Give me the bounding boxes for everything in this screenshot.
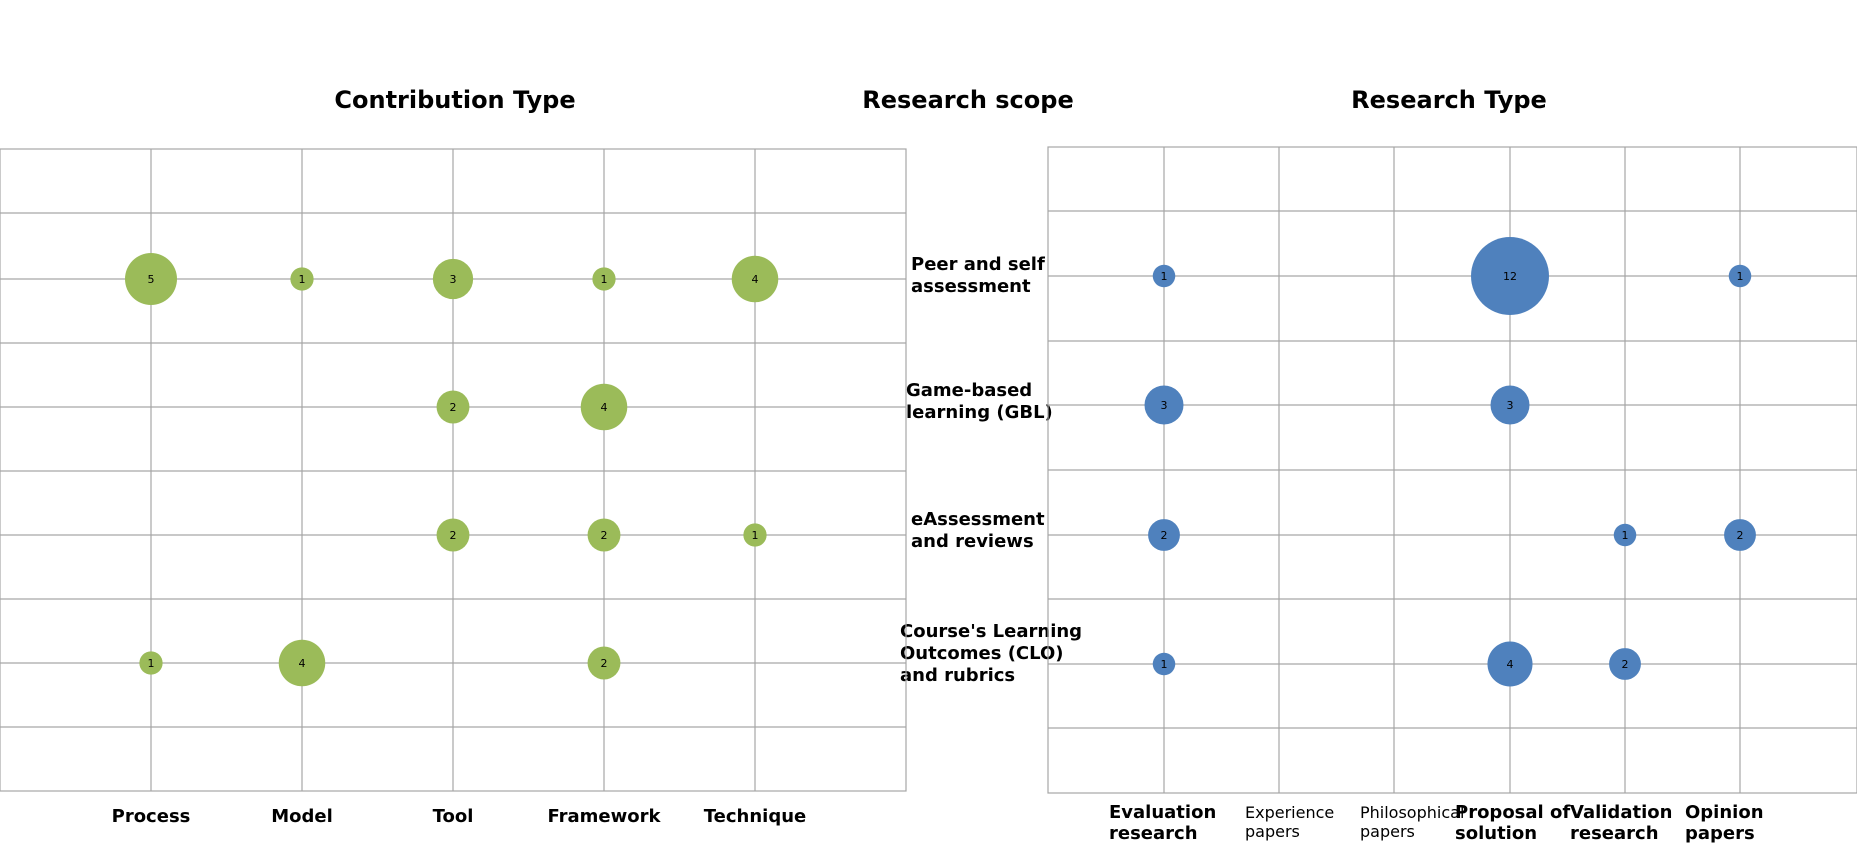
bubble: [1471, 237, 1549, 315]
contribution-type-panel: Contribution Type Process Model Tool Framewo…: [0, 86, 907, 827]
bubble-value-label: 5: [148, 273, 155, 286]
row-label: assessment: [911, 276, 1031, 297]
bubble-value-label: 1: [148, 657, 155, 670]
bubble-value-label: 3: [450, 273, 457, 286]
bubble-value-label: 2: [601, 657, 608, 670]
bubble-value-label: 2: [1737, 529, 1744, 542]
row-label: Outcomes (CLO): [900, 643, 1064, 664]
bubble: [592, 267, 616, 291]
bubble-value-label: 3: [1507, 399, 1514, 412]
bubble: [580, 383, 628, 431]
bubble-value-label: 1: [1622, 529, 1629, 542]
bubble: [1148, 519, 1180, 551]
category-label: Tool: [433, 806, 474, 827]
bubble: [587, 646, 621, 680]
category-label: Experience: [1245, 803, 1334, 822]
bubble: [1152, 652, 1176, 676]
bubble-value-label: 4: [601, 401, 608, 414]
row-label: eAssessment: [911, 509, 1045, 530]
bubble: [1490, 385, 1530, 425]
bubble: [436, 390, 470, 424]
bubble-value-label: 2: [1622, 658, 1629, 671]
bubble-value-label: 4: [1507, 658, 1514, 671]
bubble-value-label: 4: [299, 657, 306, 670]
bubble: [587, 518, 621, 552]
bubble-value-label: 1: [1737, 270, 1744, 283]
bubble-value-label: 2: [1161, 529, 1168, 542]
bubble: [731, 255, 779, 303]
bubble: [139, 651, 163, 675]
bubble: [125, 253, 177, 305]
bubble: [432, 258, 474, 300]
bubble-value-label: 2: [601, 529, 608, 542]
panel-title: Research Type: [1351, 86, 1547, 114]
category-label: Technique: [704, 806, 806, 827]
bubble: [743, 523, 767, 547]
bubble: [1724, 519, 1756, 551]
bubble-value-label: 1: [752, 529, 759, 542]
bubble-value-label: 1: [1161, 270, 1168, 283]
category-label: Opinion: [1685, 802, 1764, 823]
category-label: papers: [1685, 823, 1755, 844]
category-label: Evaluation: [1109, 802, 1216, 823]
research-scope-title: Research scope: [862, 86, 1073, 114]
category-label: Philosophical: [1360, 803, 1464, 822]
row-label: and rubrics: [900, 665, 1015, 686]
bubble: [1609, 648, 1641, 680]
panel-title: Contribution Type: [334, 86, 575, 114]
bubble-value-label: 2: [450, 401, 457, 414]
category-label: papers: [1245, 822, 1300, 841]
bubble: [290, 267, 314, 291]
category-label: Framework: [548, 806, 662, 827]
bubble-value-label: 4: [752, 273, 759, 286]
bubble: [1613, 523, 1637, 547]
bubble: [1728, 264, 1752, 288]
row-label: Game-based: [906, 380, 1032, 401]
bubble-value-label: 2: [450, 529, 457, 542]
category-label: research: [1109, 823, 1198, 844]
bubble-value-label: 1: [601, 273, 608, 286]
bubble-value-label: 12: [1503, 270, 1517, 283]
bubble: [436, 518, 470, 552]
bubble-value-label: 1: [1161, 658, 1168, 671]
category-label: Validation: [1570, 802, 1672, 823]
row-label: Peer and self: [911, 254, 1045, 275]
research-type-panel: Research TypeEvaluationresearchExperienc…: [1047, 86, 1857, 844]
bubble: [1487, 641, 1533, 687]
row-label: Course's Learning: [900, 621, 1082, 642]
row-label: and reviews: [911, 531, 1034, 552]
bubble-value-label: 1: [299, 273, 306, 286]
category-label: solution: [1455, 823, 1537, 844]
category-label: Model: [271, 806, 333, 827]
category-label: Process: [112, 806, 191, 827]
category-label: Proposal of: [1455, 802, 1570, 823]
bubble: [278, 639, 326, 687]
bubble: [1144, 385, 1184, 425]
bubble-value-label: 3: [1161, 399, 1168, 412]
category-label: research: [1570, 823, 1659, 844]
category-label: papers: [1360, 822, 1415, 841]
bubble: [1152, 264, 1176, 288]
row-label: learning (GBL): [906, 402, 1053, 423]
